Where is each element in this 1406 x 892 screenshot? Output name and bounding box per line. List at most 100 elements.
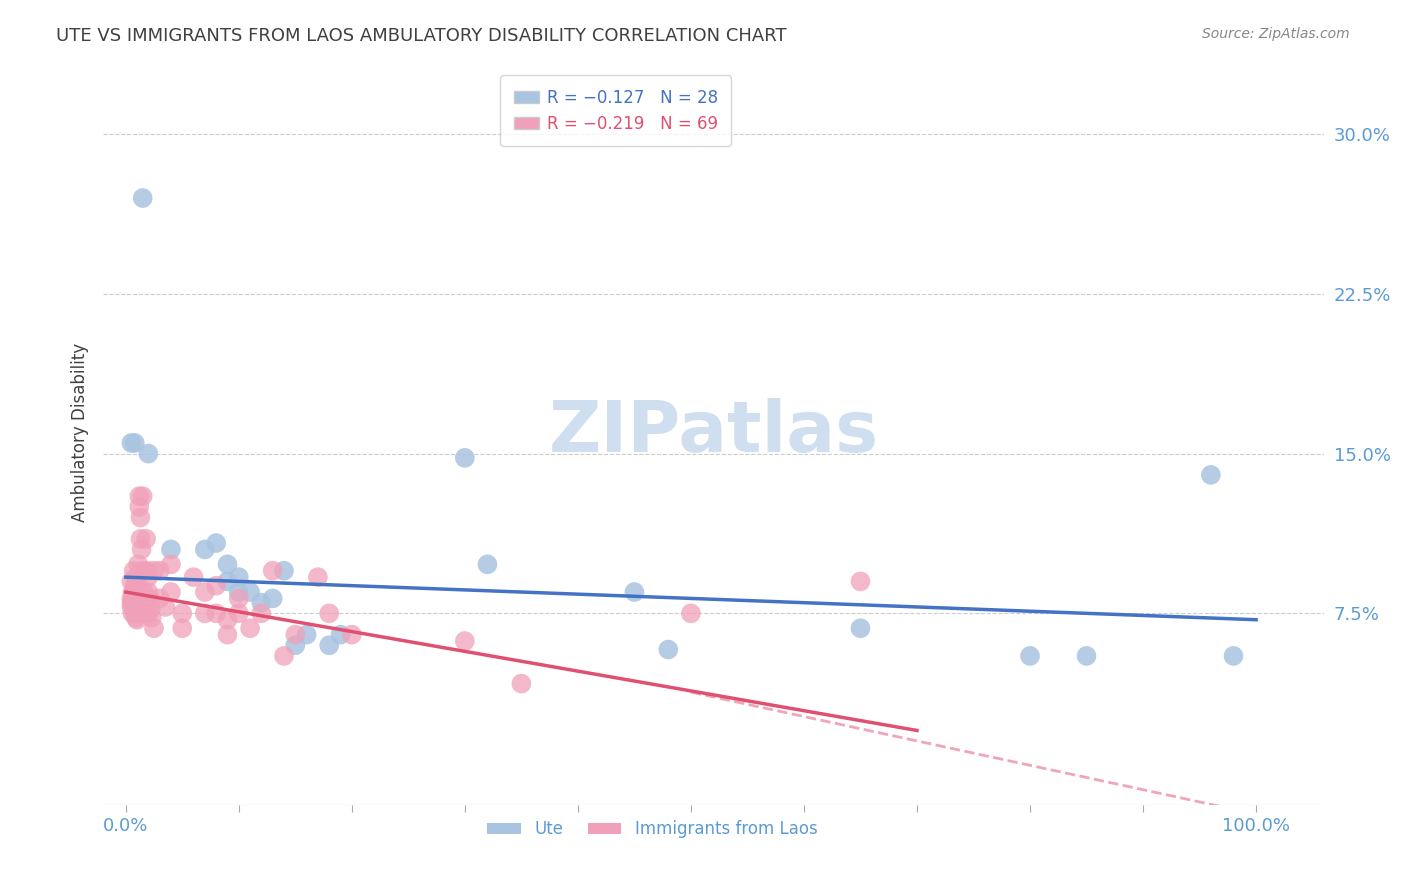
Point	[194, 542, 217, 557]
Point	[250, 607, 273, 621]
Point	[138, 591, 160, 606]
Point	[172, 621, 194, 635]
Point	[128, 489, 150, 503]
Point	[139, 602, 162, 616]
Point	[318, 638, 340, 652]
Point	[228, 585, 250, 599]
Point	[125, 574, 148, 589]
Point	[217, 558, 239, 572]
Point	[262, 564, 284, 578]
Point	[121, 585, 143, 599]
Point	[1199, 467, 1222, 482]
Point	[1222, 648, 1244, 663]
Point	[120, 436, 142, 450]
Point	[120, 591, 142, 606]
Point	[284, 638, 307, 652]
Y-axis label: Ambulatory Disability: Ambulatory Disability	[72, 343, 89, 522]
Point	[125, 599, 148, 614]
Point	[135, 532, 157, 546]
Text: Source: ZipAtlas.com: Source: ZipAtlas.com	[1202, 27, 1350, 41]
Point	[454, 450, 477, 465]
Point	[228, 570, 250, 584]
Point	[849, 621, 872, 635]
Point	[131, 542, 153, 557]
Point	[295, 627, 318, 641]
Point	[217, 574, 239, 589]
Point	[228, 607, 250, 621]
Point	[273, 648, 295, 663]
Point	[149, 591, 172, 606]
Point	[120, 574, 142, 589]
Point	[120, 596, 142, 610]
Legend: Ute, Immigrants from Laos: Ute, Immigrants from Laos	[481, 814, 824, 845]
Point	[849, 574, 872, 589]
Point	[273, 564, 295, 578]
Point	[1076, 648, 1098, 663]
Point	[125, 613, 148, 627]
Point	[149, 564, 172, 578]
Point	[124, 585, 146, 599]
Point	[477, 558, 499, 572]
Point	[121, 596, 143, 610]
Point	[138, 447, 160, 461]
Point	[284, 627, 307, 641]
Point	[127, 579, 149, 593]
Point	[228, 591, 250, 606]
Point	[318, 607, 340, 621]
Point	[122, 564, 145, 578]
Point	[239, 585, 262, 599]
Point	[143, 621, 166, 635]
Point	[120, 599, 142, 614]
Point	[134, 607, 156, 621]
Point	[138, 585, 160, 599]
Point	[250, 596, 273, 610]
Point	[1019, 648, 1042, 663]
Point	[128, 500, 150, 514]
Point	[124, 436, 146, 450]
Point	[132, 585, 155, 599]
Point	[307, 570, 329, 584]
Point	[127, 558, 149, 572]
Point	[125, 589, 148, 603]
Point	[657, 642, 679, 657]
Point	[131, 564, 153, 578]
Point	[124, 607, 146, 621]
Point	[160, 585, 183, 599]
Text: UTE VS IMMIGRANTS FROM LAOS AMBULATORY DISABILITY CORRELATION CHART: UTE VS IMMIGRANTS FROM LAOS AMBULATORY D…	[56, 27, 787, 45]
Point	[217, 627, 239, 641]
Point	[155, 599, 177, 614]
Point	[125, 570, 148, 584]
Point	[510, 676, 533, 690]
Point	[205, 579, 228, 593]
Point	[262, 591, 284, 606]
Point	[141, 610, 163, 624]
Point	[205, 536, 228, 550]
Point	[183, 570, 205, 584]
Point	[129, 532, 152, 546]
Point	[454, 634, 477, 648]
Point	[131, 191, 153, 205]
Point	[125, 610, 148, 624]
Text: ZIPatlas: ZIPatlas	[548, 398, 879, 467]
Point	[329, 627, 352, 641]
Point	[131, 489, 153, 503]
Point	[340, 627, 363, 641]
Point	[136, 564, 159, 578]
Point	[194, 585, 217, 599]
Point	[205, 607, 228, 621]
Point	[623, 585, 645, 599]
Point	[143, 564, 166, 578]
Point	[217, 613, 239, 627]
Point	[194, 607, 217, 621]
Point	[679, 607, 702, 621]
Point	[172, 607, 194, 621]
Point	[122, 596, 145, 610]
Point	[124, 579, 146, 593]
Point	[138, 607, 160, 621]
Point	[129, 510, 152, 524]
Point	[239, 621, 262, 635]
Point	[121, 607, 143, 621]
Point	[138, 570, 160, 584]
Point	[127, 591, 149, 606]
Point	[160, 542, 183, 557]
